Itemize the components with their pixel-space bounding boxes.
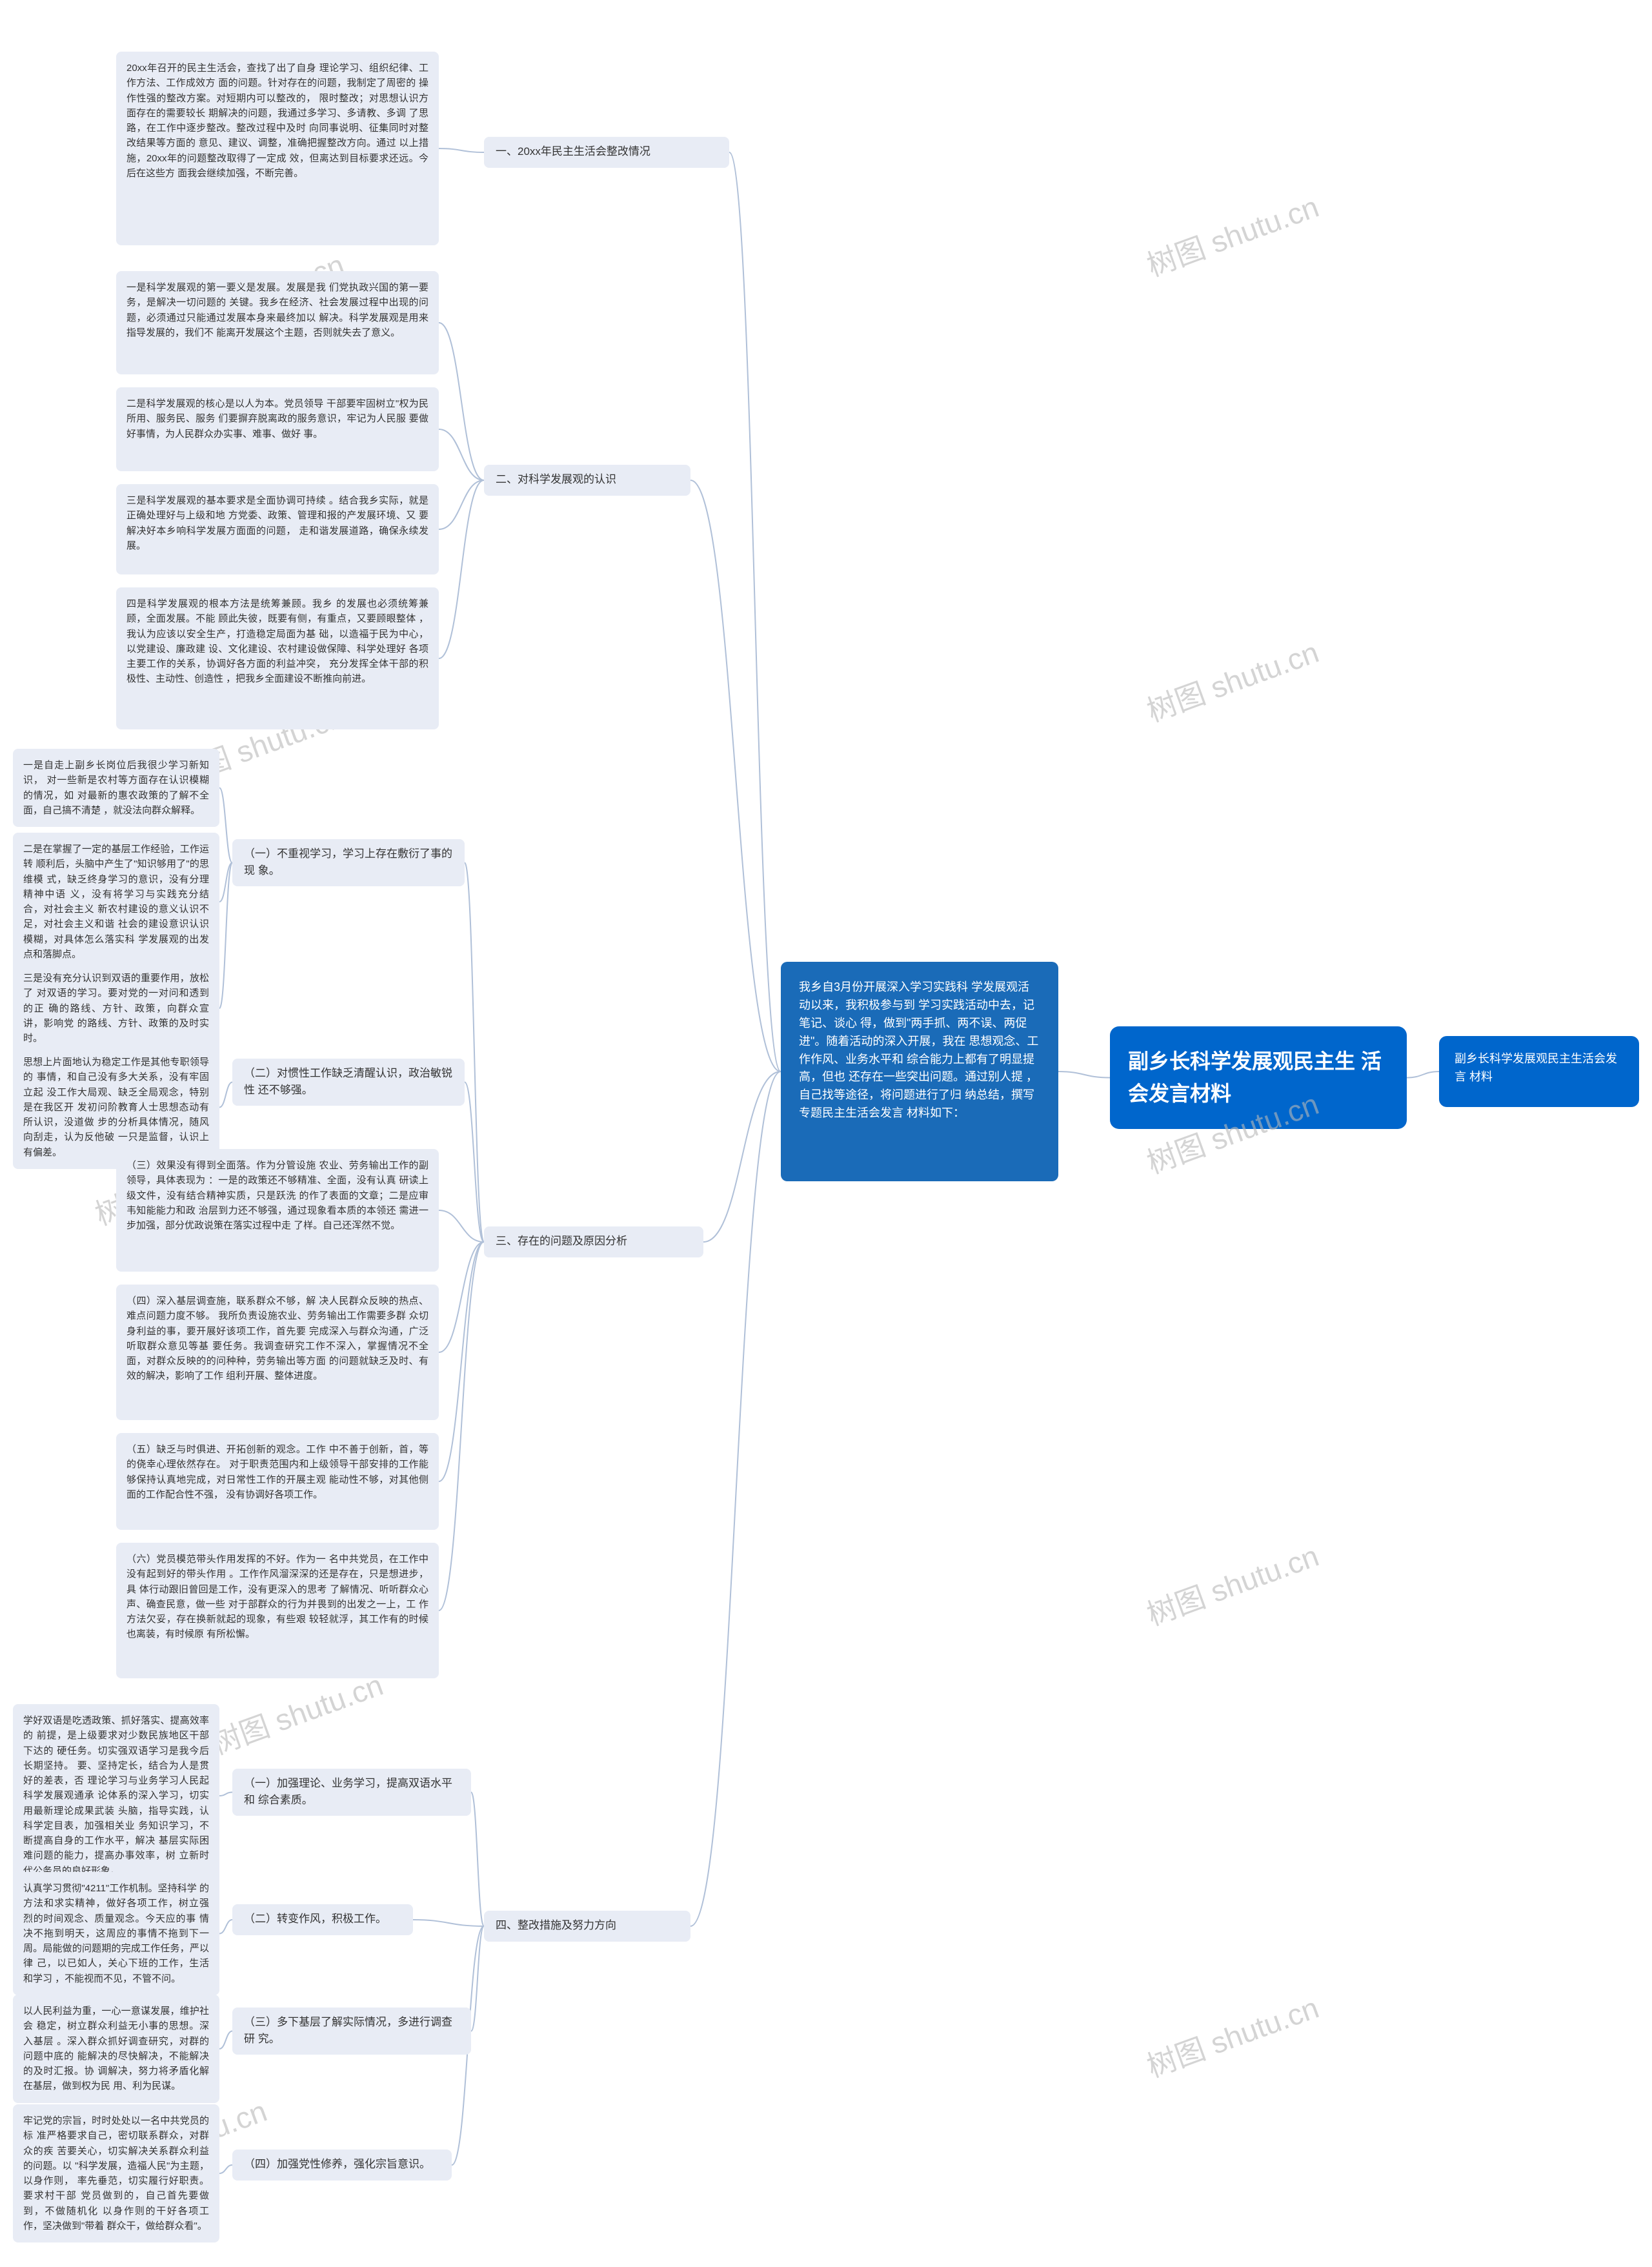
- section-3-sub-1: （一）不重视学习，学习上存在敷衍了事的现 象。: [232, 839, 465, 886]
- watermark-3: 树图 shutu.cn: [1140, 629, 1324, 730]
- section-4-sub-4: （四）加强党性修养，强化宗旨意识。: [232, 2150, 452, 2181]
- section-3-dleaf-2: （四）深入基层调查施，联系群众不够，解 决人民群众反映的热点、难点问题力度不够。…: [116, 1285, 439, 1420]
- section-3: 三、存在的问题及原因分析: [484, 1226, 703, 1257]
- watermark-1: 树图 shutu.cn: [1140, 183, 1324, 285]
- section-4-sub-3-leaf-1: 以人民利益为重，一心一意谋发展，维护社会 稳定，树立群众利益无小事的思想。深入基…: [13, 1995, 219, 2103]
- section-4-sub-1-leaf-1: 学好双语是吃透政策、抓好落实、提高效率的 前提，是上级要求对少数民族地区干部下达…: [13, 1704, 219, 1887]
- section-2-leaf-3: 三是科学发展观的基本要求是全面协调可持续 。结合我乡实际，就是正确处理好与上级和…: [116, 484, 439, 574]
- section-4-sub-2-leaf-1: 认真学习贯彻"4211"工作机制。坚持科学 的方法和求实精神，做好各项工作，树立…: [13, 1872, 219, 1995]
- section-3-dleaf-1: （三）效果没有得到全面落。作为分管设施 农业、劳务输出工作的副领导，具体表现为 …: [116, 1149, 439, 1272]
- section-3-sub-1-leaf-1: 一是自走上副乡长岗位后我很少学习新知识， 对一些新是农村等方面存在认识模糊的情况…: [13, 749, 219, 827]
- section-2-leaf-2: 二是科学发展观的核心是以人为本。党员领导 干部要牢固树立"权为民所用、服务民、服…: [116, 387, 439, 471]
- section-3-sub-2: （二）对惯性工作缺乏清醒认识，政治敏锐性 还不够强。: [232, 1059, 465, 1106]
- section-1: 一、20xx年民主生活会整改情况: [484, 137, 729, 168]
- section-3-dleaf-3: （五）缺乏与时俱进、开拓创新的观念。工作 中不善于创新，首，等的侥幸心理依然存在…: [116, 1433, 439, 1530]
- section-4-sub-2: （二）转变作风，积极工作。: [232, 1904, 413, 1935]
- root-title: 副乡长科学发展观民主生 活会发言材料: [1110, 1026, 1407, 1129]
- section-3-sub-1-leaf-2: 二是在掌握了一定的基层工作经验，工作运转 顺利后，头脑中产生了"知识够用了"的思…: [13, 833, 219, 971]
- section-4-sub-4-leaf-1: 牢记党的宗旨，时时处处以一名中共党员的标 准严格要求自己，密切联系群众，对群众的…: [13, 2104, 219, 2242]
- section-4-sub-1: （一）加强理论、业务学习，提高双语水平和 综合素质。: [232, 1769, 471, 1816]
- section-3-dleaf-4: （六）党员模范带头作用发挥的不好。作为一 名中共党员，在工作中没有起到好的带头作…: [116, 1543, 439, 1678]
- section-4-sub-3: （三）多下基层了解实际情况，多进行调查研 究。: [232, 2008, 471, 2055]
- section-2: 二、对科学发展观的认识: [484, 465, 690, 496]
- section-4: 四、整改措施及努力方向: [484, 1911, 690, 1942]
- section-3-sub-1-leaf-3: 三是没有充分认识到双语的重要作用，放松了 对双语的学习。要对党的一对问和透到的正…: [13, 962, 219, 1055]
- section-2-leaf-1: 一是科学发展观的第一要义是发展。发展是我 们党执政兴国的第一要务，是解决一切问题…: [116, 271, 439, 374]
- watermark-7: 树图 shutu.cn: [1140, 1532, 1324, 1634]
- watermark-9: 树图 shutu.cn: [1140, 1984, 1324, 2086]
- section-1-leaf-1: 20xx年召开的民主生活会，查找了出了自身 理论学习、组织纪律、工作方法、工作成…: [116, 52, 439, 245]
- section-2-leaf-4: 四是科学发展观的根本方法是统筹兼顾。我乡 的发展也必须统筹兼顾，全面发展。不能 …: [116, 587, 439, 729]
- right-summary: 副乡长科学发展观民主生活会发言 材料: [1439, 1036, 1639, 1107]
- intro-paragraph: 我乡自3月份开展深入学习实践科 学发展观活动以来，我积极参与到 学习实践活动中去…: [781, 962, 1058, 1181]
